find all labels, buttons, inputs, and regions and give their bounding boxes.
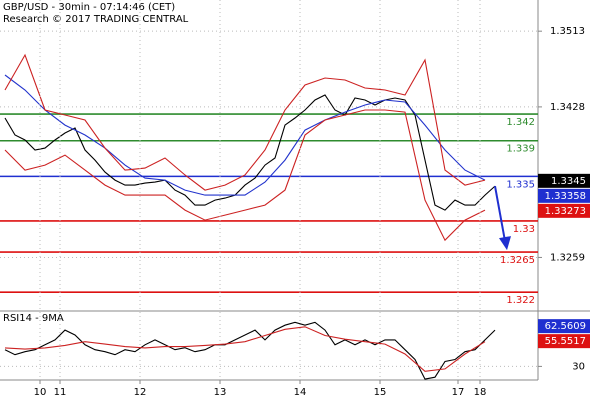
- forecast-arrow-head: [499, 236, 511, 251]
- level-label: 1.33: [513, 224, 535, 235]
- price-box: [538, 173, 590, 188]
- series-line: [4, 326, 486, 372]
- x-tick-label: 11: [54, 387, 67, 398]
- series-line: [4, 74, 486, 196]
- x-tick-label: 12: [134, 387, 147, 398]
- x-tick-label: 18: [474, 387, 487, 398]
- x-tick-label: 14: [294, 387, 307, 398]
- y-tick-label: 1.3513: [550, 26, 585, 37]
- chart-subtitle: Research © 2017 TRADING CENTRAL: [3, 14, 189, 25]
- y-tick-label: 1.3428: [550, 102, 585, 113]
- price-box: [538, 334, 590, 349]
- level-label: 1.342: [506, 117, 535, 128]
- price-box-label: 62.5609: [545, 321, 586, 332]
- y-tick-label: 1.3259: [550, 252, 585, 263]
- x-tick-label: 10: [34, 387, 47, 398]
- chart-title: GBP/USD - 30min - 07:14:46 (CET): [3, 2, 175, 13]
- series-line: [4, 53, 486, 191]
- series-line: [4, 94, 496, 211]
- price-box: [538, 203, 590, 218]
- level-label: 1.335: [506, 179, 535, 190]
- price-box-label: 1.33273: [545, 206, 586, 217]
- series-line: [4, 109, 486, 242]
- x-tick-label: 15: [374, 387, 387, 398]
- price-box: [538, 319, 590, 334]
- series-line: [4, 321, 496, 380]
- panel-title: RSI14 - 9MA: [3, 313, 64, 324]
- price-box-label: 1.33358: [545, 191, 586, 202]
- price-box: [538, 188, 590, 203]
- forecast-arrow: [494, 185, 506, 242]
- level-label: 1.3265: [500, 255, 535, 266]
- y-tick-label: 30: [572, 361, 585, 372]
- price-box-label: 55.5517: [545, 336, 586, 347]
- level-label: 1.322: [506, 295, 535, 306]
- price-box-label: 1.3345: [551, 176, 586, 187]
- x-tick-label: 17: [452, 387, 465, 398]
- level-label: 1.339: [506, 144, 535, 155]
- x-tick-label: 13: [214, 387, 227, 398]
